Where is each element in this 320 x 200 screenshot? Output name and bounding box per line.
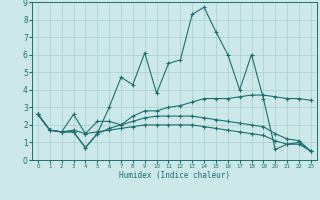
X-axis label: Humidex (Indice chaleur): Humidex (Indice chaleur) xyxy=(119,171,230,180)
